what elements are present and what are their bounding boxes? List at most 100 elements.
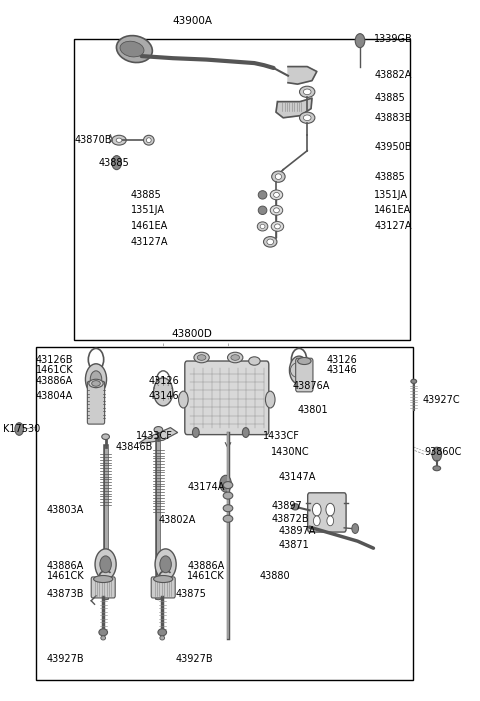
Text: 43871: 43871 (278, 540, 309, 550)
Ellipse shape (223, 492, 233, 499)
Ellipse shape (275, 174, 281, 179)
Ellipse shape (274, 192, 279, 198)
Text: 43880: 43880 (259, 571, 290, 581)
Circle shape (154, 378, 173, 406)
Circle shape (160, 556, 171, 573)
FancyBboxPatch shape (185, 361, 269, 435)
Ellipse shape (274, 207, 279, 213)
Text: 43885: 43885 (374, 172, 405, 182)
Ellipse shape (146, 137, 151, 142)
Ellipse shape (303, 89, 311, 95)
Ellipse shape (267, 239, 274, 245)
Ellipse shape (102, 594, 109, 600)
Ellipse shape (94, 576, 113, 583)
Text: 43883B: 43883B (374, 113, 412, 123)
Text: 43900A: 43900A (172, 16, 212, 26)
Ellipse shape (249, 357, 260, 365)
Text: 43126: 43126 (326, 355, 357, 365)
Text: 1351JA: 1351JA (131, 205, 165, 215)
Text: 43803A: 43803A (47, 505, 84, 515)
Text: 43885: 43885 (98, 158, 129, 168)
Text: 1433CF: 1433CF (136, 431, 173, 441)
Ellipse shape (223, 505, 233, 512)
Ellipse shape (194, 352, 209, 363)
Circle shape (192, 428, 199, 437)
Ellipse shape (271, 222, 284, 231)
Bar (36, 347, 413, 680)
Text: 43872B: 43872B (271, 514, 309, 524)
Ellipse shape (270, 190, 283, 200)
Text: 43801: 43801 (298, 405, 328, 415)
Text: 93860C: 93860C (425, 447, 462, 457)
Text: 1430NC: 1430NC (271, 447, 310, 457)
Text: 43927B: 43927B (47, 654, 84, 664)
Circle shape (100, 556, 111, 573)
Circle shape (289, 356, 309, 384)
Text: 1461EA: 1461EA (131, 222, 168, 231)
Ellipse shape (197, 355, 206, 360)
Ellipse shape (303, 115, 311, 121)
Ellipse shape (265, 391, 275, 408)
Ellipse shape (101, 636, 106, 640)
Ellipse shape (154, 576, 173, 583)
Text: K17530: K17530 (3, 424, 41, 434)
Circle shape (242, 428, 249, 437)
Text: 43127A: 43127A (131, 237, 168, 247)
Text: 43886A: 43886A (36, 376, 73, 386)
Text: 1339GB: 1339GB (374, 34, 413, 43)
Circle shape (312, 503, 321, 516)
Text: 43885: 43885 (374, 93, 405, 103)
Ellipse shape (179, 391, 188, 408)
Circle shape (85, 364, 107, 395)
Ellipse shape (298, 358, 311, 365)
Circle shape (156, 371, 170, 390)
Ellipse shape (158, 629, 167, 636)
Text: 1461CK: 1461CK (187, 571, 225, 581)
Ellipse shape (228, 352, 243, 363)
FancyBboxPatch shape (91, 577, 115, 598)
Text: 1433CF: 1433CF (263, 431, 300, 441)
Circle shape (327, 516, 334, 526)
Ellipse shape (300, 112, 315, 123)
Text: 43127A: 43127A (374, 222, 412, 231)
Ellipse shape (272, 171, 285, 182)
Ellipse shape (92, 381, 100, 386)
Text: 1351JA: 1351JA (374, 190, 408, 200)
Circle shape (432, 447, 442, 461)
Text: 43950B: 43950B (374, 142, 412, 152)
Ellipse shape (231, 355, 240, 360)
FancyBboxPatch shape (87, 381, 105, 424)
Ellipse shape (155, 594, 162, 600)
Text: 43897A: 43897A (278, 526, 316, 536)
Ellipse shape (257, 222, 268, 231)
Text: 43882A: 43882A (374, 70, 412, 80)
Ellipse shape (275, 224, 280, 229)
Ellipse shape (433, 465, 441, 471)
Circle shape (220, 475, 231, 492)
Text: 43846B: 43846B (115, 442, 153, 452)
Text: 1461CK: 1461CK (36, 365, 73, 375)
Ellipse shape (258, 191, 267, 199)
Ellipse shape (291, 503, 299, 510)
FancyBboxPatch shape (308, 493, 346, 532)
Ellipse shape (270, 205, 283, 215)
Polygon shape (288, 67, 317, 84)
Text: 43875: 43875 (175, 590, 206, 599)
Text: 43886A: 43886A (47, 561, 84, 571)
Circle shape (88, 348, 104, 371)
Ellipse shape (112, 135, 126, 145)
Text: 43927B: 43927B (175, 654, 213, 664)
Circle shape (355, 34, 365, 48)
Circle shape (326, 503, 335, 516)
Ellipse shape (411, 379, 417, 383)
Text: 1461EA: 1461EA (374, 205, 412, 215)
Circle shape (95, 549, 116, 580)
Text: 1461CK: 1461CK (47, 571, 84, 581)
Circle shape (155, 549, 176, 580)
Text: 43147A: 43147A (278, 472, 316, 482)
Circle shape (112, 156, 121, 170)
Ellipse shape (258, 206, 267, 215)
Ellipse shape (117, 36, 152, 62)
Ellipse shape (120, 41, 144, 57)
Ellipse shape (144, 135, 154, 145)
